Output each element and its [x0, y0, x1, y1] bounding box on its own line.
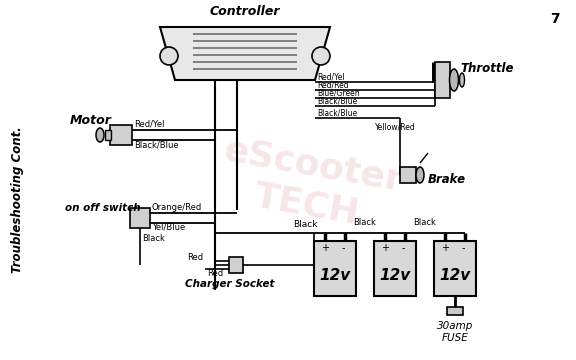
- Text: 30amp
FUSE: 30amp FUSE: [437, 321, 473, 343]
- Bar: [314, 241, 356, 296]
- Text: Charger Socket: Charger Socket: [185, 279, 275, 289]
- Bar: [229, 257, 243, 273]
- Bar: [434, 241, 476, 296]
- Ellipse shape: [96, 128, 104, 142]
- Text: Red/Yel: Red/Yel: [134, 120, 165, 129]
- Text: Troubleshooting Cont.: Troubleshooting Cont.: [12, 127, 25, 273]
- Text: 12v: 12v: [319, 269, 351, 284]
- Text: -: -: [461, 243, 465, 253]
- Text: eScooter
TECH: eScooter TECH: [214, 133, 406, 237]
- Text: Red/Yel: Red/Yel: [317, 72, 344, 81]
- Bar: [400, 167, 416, 183]
- Text: Blue/Green: Blue/Green: [317, 88, 359, 97]
- Circle shape: [160, 47, 178, 65]
- Text: Black: Black: [414, 217, 437, 226]
- Text: Throttle: Throttle: [460, 62, 513, 75]
- Text: +: +: [441, 243, 449, 253]
- Text: Black/Blue: Black/Blue: [317, 96, 357, 105]
- Text: 12v: 12v: [380, 269, 411, 284]
- Text: Black: Black: [142, 234, 165, 243]
- Text: Brake: Brake: [428, 172, 466, 185]
- Text: Black/Blue: Black/Blue: [317, 108, 357, 117]
- Bar: [110, 125, 132, 145]
- Circle shape: [312, 47, 330, 65]
- Text: Yellow/Red: Yellow/Red: [375, 122, 416, 131]
- Text: Red: Red: [207, 270, 223, 279]
- Text: Black: Black: [354, 217, 377, 226]
- Text: Black: Black: [293, 220, 317, 229]
- Text: 12v: 12v: [439, 269, 471, 284]
- Text: +: +: [321, 243, 329, 253]
- Text: Red/Red: Red/Red: [317, 80, 348, 89]
- Text: -: -: [401, 243, 405, 253]
- Ellipse shape: [460, 73, 464, 87]
- Text: Orange/Red: Orange/Red: [152, 202, 202, 212]
- Bar: [435, 62, 450, 98]
- Text: Yel/Blue: Yel/Blue: [152, 222, 185, 231]
- Text: -: -: [341, 243, 345, 253]
- Text: +: +: [381, 243, 389, 253]
- Bar: [447, 307, 463, 315]
- Ellipse shape: [449, 69, 458, 91]
- Text: 7: 7: [550, 12, 560, 26]
- Bar: [130, 208, 150, 228]
- Bar: [105, 130, 111, 140]
- Text: Black/Blue: Black/Blue: [134, 140, 179, 149]
- Bar: [374, 241, 416, 296]
- Text: on off switch: on off switch: [65, 203, 141, 213]
- Text: Red: Red: [187, 252, 203, 261]
- Text: Controller: Controller: [210, 5, 281, 18]
- Ellipse shape: [416, 167, 424, 183]
- Polygon shape: [160, 27, 330, 80]
- Text: Motor: Motor: [70, 113, 112, 126]
